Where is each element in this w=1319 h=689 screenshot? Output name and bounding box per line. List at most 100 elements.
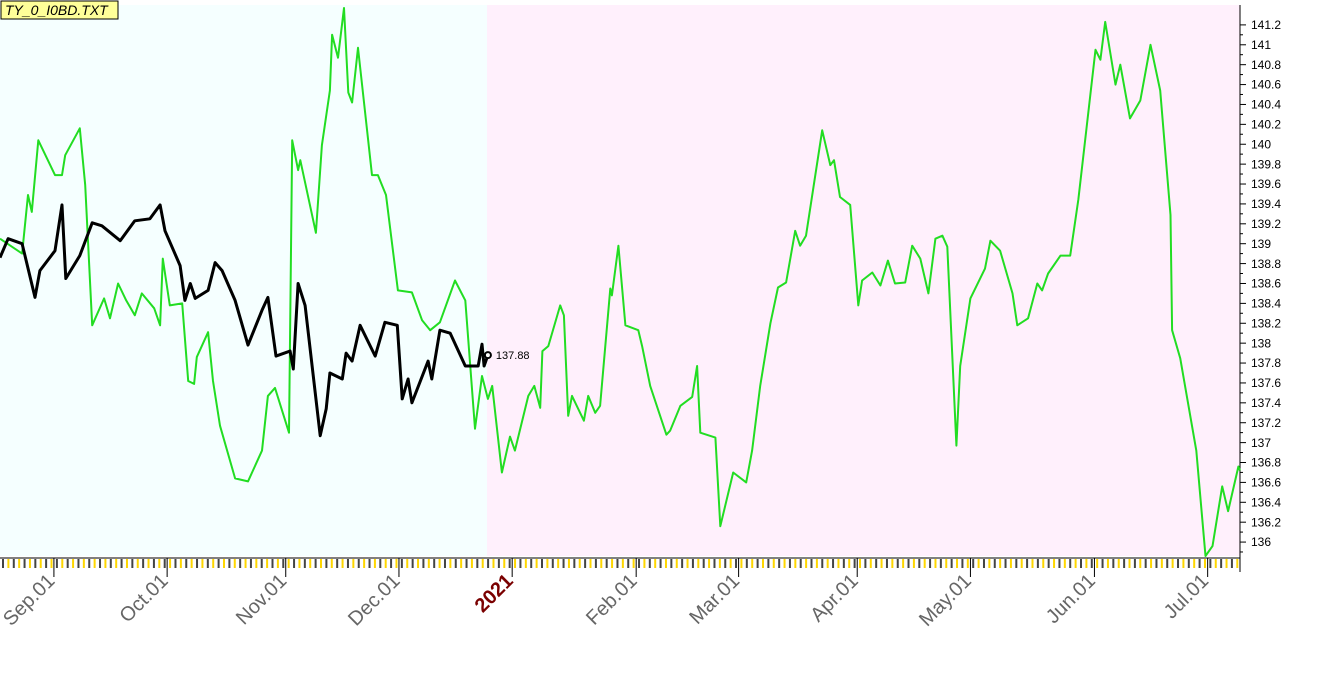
- x-tick-label: Nov.01: [232, 570, 291, 629]
- y-tick-label: 139.2: [1251, 217, 1281, 231]
- x-minor-tick: [88, 559, 91, 568]
- x-tick-label: Dec.01: [344, 570, 404, 630]
- x-minor-tick: [681, 559, 684, 568]
- x-minor-tick: [842, 559, 845, 568]
- x-minor-tick: [729, 559, 732, 568]
- x-minor-tick: [152, 559, 155, 568]
- x-minor-tick: [341, 559, 344, 568]
- y-tick-label: 139.6: [1251, 177, 1281, 191]
- x-minor-tick: [1101, 559, 1104, 568]
- y-tick-label: 140.6: [1251, 78, 1281, 92]
- x-minor-tick: [896, 559, 899, 568]
- x-minor-tick: [902, 559, 905, 568]
- last-value-label: 137.88: [496, 350, 530, 362]
- x-minor-tick: [810, 559, 813, 568]
- x-minor-tick: [611, 559, 614, 568]
- x-minor-tick: [1085, 559, 1088, 568]
- x-minor-tick: [945, 559, 948, 568]
- x-minor-tick: [282, 559, 285, 568]
- x-minor-tick: [600, 559, 603, 568]
- x-minor-tick: [735, 559, 738, 568]
- x-minor-tick: [805, 559, 808, 568]
- x-minor-tick: [427, 559, 430, 568]
- x-tick-label: 2021: [471, 570, 518, 617]
- x-minor-tick: [276, 559, 279, 568]
- x-minor-tick: [788, 559, 791, 568]
- x-minor-tick: [1031, 559, 1034, 568]
- x-minor-tick: [837, 559, 840, 568]
- x-minor-tick: [907, 559, 910, 568]
- x-minor-tick: [28, 559, 31, 568]
- x-minor-tick: [686, 559, 689, 568]
- x-minor-tick: [999, 559, 1002, 568]
- y-tick-label: 138.8: [1251, 257, 1281, 271]
- x-minor-tick: [497, 559, 500, 568]
- y-tick-label: 138.6: [1251, 277, 1281, 291]
- x-minor-tick: [821, 559, 824, 568]
- x-minor-tick: [875, 559, 878, 568]
- x-minor-tick: [503, 559, 506, 568]
- x-minor-tick: [508, 559, 511, 568]
- x-minor-tick: [163, 559, 166, 568]
- x-minor-tick: [584, 559, 587, 568]
- x-minor-tick: [1203, 559, 1206, 568]
- x-minor-tick: [109, 559, 112, 568]
- x-minor-tick: [751, 559, 754, 568]
- x-minor-tick: [395, 559, 398, 568]
- x-minor-tick: [659, 559, 662, 568]
- x-minor-tick: [174, 559, 177, 568]
- x-minor-tick: [266, 559, 269, 568]
- x-minor-tick: [519, 559, 522, 568]
- x-minor-tick: [848, 559, 851, 568]
- x-minor-tick: [745, 559, 748, 568]
- x-tick-label: Oct.01: [115, 570, 172, 627]
- y-tick-label: 141.2: [1251, 18, 1281, 32]
- x-minor-tick: [320, 559, 323, 568]
- x-minor-tick: [1063, 559, 1066, 568]
- line-series: [0, 7, 1241, 557]
- x-minor-tick: [2, 559, 4, 568]
- x-minor-tick: [454, 559, 457, 568]
- x-minor-tick: [643, 559, 646, 568]
- x-minor-tick: [815, 559, 818, 568]
- x-minor-tick: [1150, 559, 1153, 568]
- x-minor-tick: [336, 559, 339, 568]
- x-minor-tick: [384, 559, 387, 568]
- x-minor-ticks: [2, 559, 1239, 568]
- x-minor-tick: [573, 559, 576, 568]
- x-minor-tick: [783, 559, 786, 568]
- x-minor-tick: [1209, 559, 1212, 568]
- x-minor-tick: [363, 559, 366, 568]
- x-minor-tick: [1112, 559, 1115, 568]
- y-tick-label: 136.8: [1251, 456, 1281, 470]
- x-minor-tick: [638, 559, 641, 568]
- x-minor-tick: [99, 559, 102, 568]
- x-minor-tick: [1020, 559, 1023, 568]
- x-minor-tick: [724, 559, 727, 568]
- y-tick-label: 140: [1251, 137, 1271, 151]
- x-minor-tick: [131, 559, 134, 568]
- x-minor-tick: [1047, 559, 1050, 568]
- y-tick-label: 136.2: [1251, 515, 1281, 529]
- y-tick-label: 136.6: [1251, 476, 1281, 490]
- x-minor-tick: [287, 559, 290, 568]
- x-minor-tick: [702, 559, 705, 568]
- x-minor-tick: [956, 559, 959, 568]
- x-minor-tick: [115, 559, 118, 568]
- x-minor-tick: [546, 559, 549, 568]
- x-minor-tick: [443, 559, 446, 568]
- x-minor-tick: [616, 559, 619, 568]
- title-box: [0, 0, 119, 20]
- x-minor-tick: [271, 559, 274, 568]
- x-minor-tick: [136, 559, 139, 568]
- x-minor-tick: [891, 559, 894, 568]
- x-minor-tick: [411, 559, 414, 568]
- x-minor-tick: [934, 559, 937, 568]
- x-tick-label: Jun.01: [1042, 570, 1100, 628]
- x-minor-tick: [352, 559, 355, 568]
- x-tick-label: Sep.01: [0, 570, 59, 630]
- x-minor-tick: [826, 559, 829, 568]
- x-minor-tick: [627, 559, 630, 568]
- x-minor-tick: [379, 559, 382, 568]
- x-minor-tick: [93, 559, 96, 568]
